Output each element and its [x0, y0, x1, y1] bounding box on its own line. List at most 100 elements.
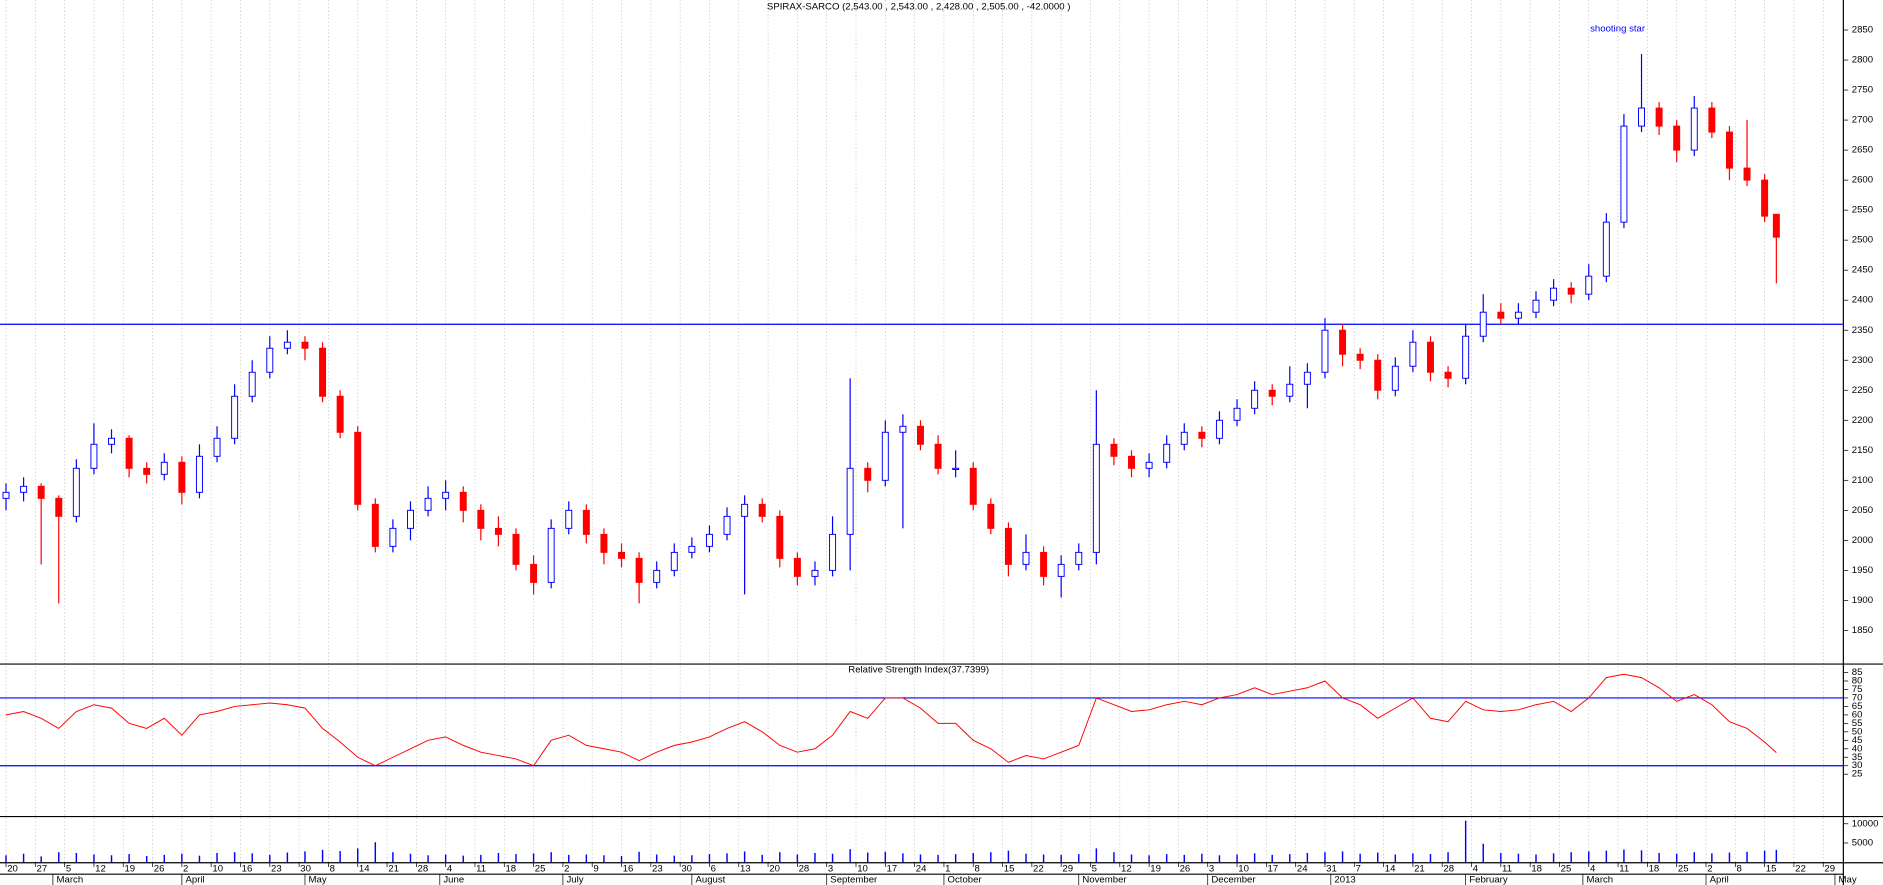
x-tick-label: 23	[271, 863, 282, 874]
volume-bar	[374, 842, 377, 863]
x-tick-label: 12	[95, 863, 106, 874]
volume-bar	[216, 852, 218, 863]
x-tick-label: 20	[769, 863, 780, 874]
candle-body	[160, 461, 168, 475]
volume-bar	[1570, 852, 1572, 863]
month-label: July	[567, 875, 584, 885]
volume-bar	[22, 853, 25, 863]
volume-bar	[1711, 853, 1713, 863]
x-tick-label: 29	[1824, 863, 1835, 874]
x-tick-label: 10	[857, 863, 868, 874]
x-tick-label: 28	[1443, 863, 1454, 874]
candle-body	[952, 467, 960, 470]
volume-bar	[75, 852, 78, 863]
x-tick-label: 16	[623, 863, 634, 874]
x-tick-label: 26	[1180, 863, 1191, 874]
x-tick-label: 4	[1590, 863, 1596, 874]
volume-bar	[128, 854, 130, 863]
volume-bar	[902, 853, 904, 863]
volume-bar	[726, 853, 728, 863]
volume-bar	[145, 856, 148, 863]
x-tick-label: 21	[1414, 863, 1425, 874]
volume-bar	[497, 852, 500, 863]
candle-body	[1321, 329, 1329, 373]
volume-bar	[444, 854, 447, 863]
candle-body	[1163, 443, 1171, 463]
volume-bar	[58, 852, 60, 863]
volume-bar	[972, 852, 974, 863]
volume-bar	[1517, 853, 1520, 863]
candle-body	[213, 437, 221, 457]
volume-bar	[1640, 850, 1643, 863]
candle-body	[1057, 563, 1065, 577]
candle-body	[178, 461, 186, 493]
volume-bar	[1042, 854, 1045, 863]
candle-body	[37, 485, 45, 499]
candle-body	[1444, 371, 1452, 379]
y-tick-label: 2700	[1852, 115, 1873, 126]
volume-bar	[1095, 848, 1098, 863]
candle-body	[565, 509, 573, 529]
x-tick-label: 9	[593, 863, 598, 874]
volume-bar	[691, 855, 693, 863]
x-tick-label: 25	[1678, 863, 1689, 874]
volume-bar	[269, 854, 271, 863]
volume-bar	[1552, 853, 1555, 863]
y-tick-label: 1850	[1852, 625, 1873, 636]
x-tick-label: 7	[1355, 863, 1360, 874]
candle-body	[1233, 407, 1241, 421]
candle-body	[459, 491, 467, 511]
candle-body	[72, 467, 80, 517]
candle-body	[283, 341, 291, 349]
candle-body	[1092, 443, 1100, 553]
volume-bar	[1324, 852, 1326, 863]
x-tick-label: 11	[1619, 863, 1629, 874]
x-tick-label: 19	[1150, 863, 1161, 874]
volume-bar	[1763, 850, 1766, 863]
candle-body	[1145, 461, 1153, 469]
volume-bar	[1007, 850, 1010, 863]
month-label: May	[309, 875, 327, 885]
candle-body	[1761, 179, 1769, 217]
candle-body	[248, 371, 256, 397]
candle-body	[1128, 455, 1136, 469]
volume-bar	[1253, 853, 1256, 863]
candle-body	[389, 527, 397, 547]
y-tick-label: 2000	[1852, 535, 1873, 546]
candle-body	[688, 545, 696, 553]
volume-bar	[462, 855, 464, 863]
x-tick-label: 10	[1238, 863, 1249, 874]
volume-bar	[1078, 854, 1080, 863]
candle-body	[934, 443, 942, 469]
volume-bar	[1341, 851, 1344, 863]
volume-bar	[1165, 854, 1168, 863]
candle-body	[90, 443, 98, 469]
candle-body	[899, 425, 907, 433]
x-tick-label: 3	[1209, 863, 1214, 874]
y-tick-label: 10000	[1852, 818, 1879, 829]
candle-body	[301, 341, 309, 349]
y-tick-label: 2300	[1852, 355, 1873, 366]
candle-body	[1251, 389, 1259, 409]
candle-body	[1772, 213, 1780, 238]
candle-body	[917, 425, 924, 445]
x-tick-label: 31	[1326, 863, 1337, 874]
volume-bar	[1271, 854, 1273, 863]
volume-bar	[339, 851, 341, 863]
candle-body	[758, 503, 766, 517]
candle-body	[741, 503, 749, 517]
x-tick-label: 3	[828, 863, 833, 874]
x-tick-label: 20	[7, 863, 18, 874]
volume-bar	[392, 852, 394, 863]
x-tick-label: 2	[183, 863, 188, 874]
x-tick-label: 5	[66, 863, 71, 874]
month-label: September	[830, 875, 878, 885]
volume-bar	[532, 853, 535, 863]
x-tick-label: 18	[1649, 863, 1660, 874]
candle-body	[793, 557, 801, 577]
volume-bar	[304, 851, 306, 863]
x-tick-label: 14	[1385, 863, 1396, 874]
y-tick-label: 35	[1852, 752, 1863, 763]
x-tick-label: 25	[1561, 863, 1572, 874]
y-tick-label: 45	[1852, 735, 1863, 746]
